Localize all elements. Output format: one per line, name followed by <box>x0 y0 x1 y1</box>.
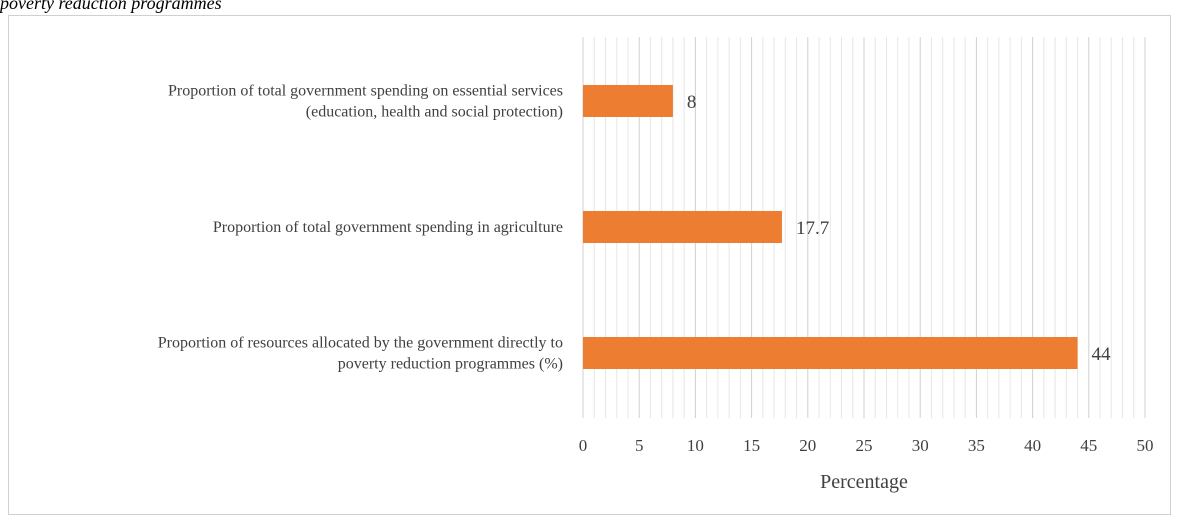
data-label-1: 8 <box>687 92 697 113</box>
x-tick-label: 40 <box>1024 436 1041 455</box>
x-axis-title: Percentage <box>820 471 908 493</box>
bar-3 <box>583 337 1078 369</box>
category-label-3: poverty reduction programmes (%) <box>338 356 563 373</box>
data-label-3: 44 <box>1092 344 1112 365</box>
x-tick-label: 5 <box>635 436 644 455</box>
data-label-2: 17.7 <box>796 218 829 239</box>
x-tick-label: 25 <box>856 436 873 455</box>
x-tick-label: 30 <box>912 436 929 455</box>
x-tick-label: 20 <box>799 436 816 455</box>
x-tick-label: 50 <box>1137 436 1154 455</box>
x-tick-label: 10 <box>687 436 704 455</box>
x-tick-label: 45 <box>1080 436 1097 455</box>
category-label-1: Proportion of total government spending … <box>168 83 563 100</box>
x-tick-label: 15 <box>743 436 760 455</box>
figure-caption: poverty reduction programmes <box>0 0 222 13</box>
chart-frame <box>8 15 1171 515</box>
x-tick-label: 0 <box>579 436 588 455</box>
category-label-1: (education, health and social protection… <box>306 104 563 121</box>
x-tick-label: 35 <box>968 436 985 455</box>
bar-1 <box>583 85 673 117</box>
category-label-3: Proportion of resources allocated by the… <box>158 335 563 352</box>
category-label-2: Proportion of total government spending … <box>213 219 563 236</box>
bar-2 <box>583 211 782 243</box>
